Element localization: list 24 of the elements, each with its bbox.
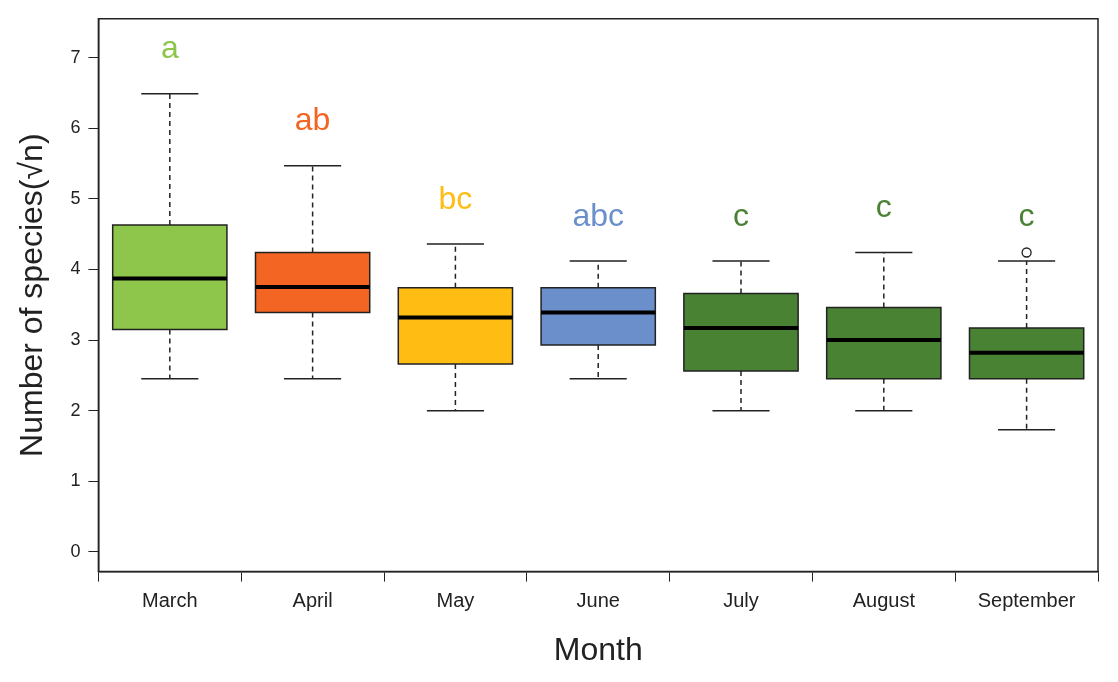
y-tick-label: 0 [70,540,81,561]
annotation: bc [438,179,473,216]
x-axis-title: Month [553,630,643,667]
y-tick-label: 4 [70,258,81,279]
y-tick-label: 2 [70,399,81,420]
annotation: c [733,196,749,233]
x-tick-label: July [723,589,759,612]
annotation: c [875,188,892,225]
y-tick-label: 3 [70,329,81,349]
annotation: a [160,29,179,66]
x-tick-label: June [576,589,620,612]
x-tick-label: May [436,589,475,612]
annotation: c [1018,196,1035,233]
y-tick-label: 5 [70,187,81,208]
y-tick-label: 1 [70,470,81,491]
annotation: abc [572,196,624,233]
y-axis-title: Number of species(√n) [13,133,50,457]
y-tick-label: 7 [70,46,81,67]
x-tick-label: March [142,589,198,612]
y-tick-label: 6 [70,117,81,138]
x-tick-label: August [852,589,916,612]
x-tick-label: April [292,589,333,612]
x-tick-label: September [977,589,1076,612]
annotation: ab [294,101,331,138]
